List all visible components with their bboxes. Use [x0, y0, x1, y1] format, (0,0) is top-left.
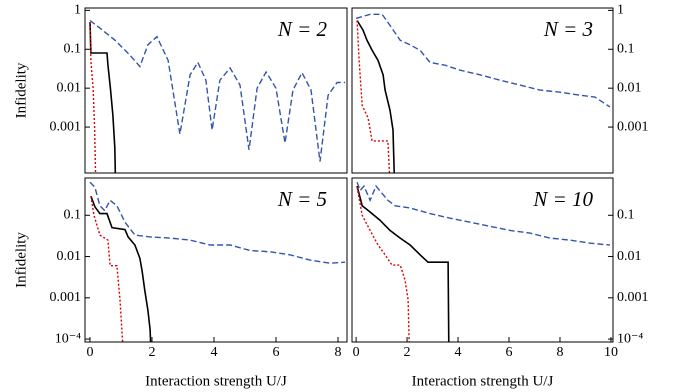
y-tick-label: 0.01: [617, 249, 642, 264]
series-line: [356, 20, 391, 173]
panel-annotation: N = 5: [277, 187, 327, 211]
y-tick-label: 0.1: [64, 207, 82, 222]
panel-frame: [84, 7, 348, 174]
x-tick-label: 0: [353, 345, 360, 360]
series-line: [90, 196, 124, 342]
x-tick-label: 8: [335, 345, 342, 360]
x-tick-label: 6: [272, 345, 279, 360]
y-tick-label: 0.1: [617, 207, 635, 222]
series-line: [356, 185, 450, 342]
x-tick-label: 8: [556, 345, 563, 360]
y-tick-label: 0.01: [57, 249, 82, 264]
x-tick-label: 2: [404, 345, 411, 360]
panel-annotation: N = 3: [543, 17, 593, 41]
series-line: [356, 182, 610, 246]
series-line: [89, 22, 97, 173]
y-tick-label: 0.1: [64, 41, 82, 56]
series-line: [89, 19, 346, 162]
series-line: [355, 13, 611, 108]
panel-frame: [351, 7, 614, 174]
y-tick-label: 0.1: [617, 41, 635, 56]
series-line: [90, 195, 152, 342]
panel-annotation: N = 10: [532, 187, 593, 211]
series-line: [356, 187, 410, 342]
y-tick-label: 0.01: [57, 80, 82, 95]
panel-frame: [84, 177, 348, 343]
y-tick-label: 1: [617, 3, 624, 18]
series-line: [356, 20, 396, 173]
x-tick-label: 2: [148, 345, 155, 360]
y-tick-label: 10⁻⁴: [55, 331, 81, 346]
y-tick-label: 0.001: [50, 290, 82, 305]
x-tick-label: 4: [455, 345, 462, 360]
y-axis-label: Infidelity: [13, 62, 29, 118]
y-tick-label: 10⁻⁴: [617, 331, 643, 346]
x-axis-label: Interaction strength U/J: [145, 373, 287, 389]
x-tick-label: 0: [86, 345, 93, 360]
y-tick-label: 0.01: [617, 80, 642, 95]
x-axis-label: Interaction strength U/J: [412, 373, 554, 389]
panel-annotation: N = 2: [277, 17, 328, 41]
y-tick-label: 0.001: [50, 119, 82, 134]
y-axis-label: Infidelity: [13, 232, 29, 288]
y-tick-label: 0.001: [617, 290, 649, 305]
x-tick-label: 10: [604, 345, 618, 360]
panel-frame: [351, 177, 614, 343]
series-line: [89, 22, 117, 173]
x-tick-label: 6: [506, 345, 513, 360]
y-tick-label: 0.001: [617, 119, 649, 134]
series-line: [89, 181, 346, 264]
y-tick-label: 1: [74, 3, 81, 18]
x-tick-label: 4: [210, 345, 217, 360]
